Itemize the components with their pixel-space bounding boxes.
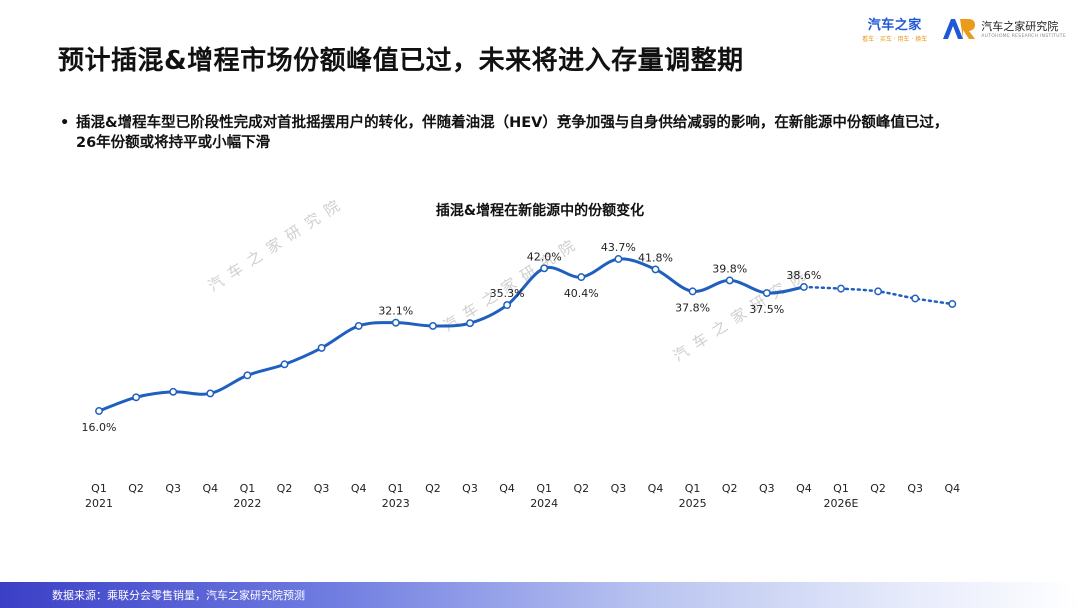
- data-point: [799, 283, 808, 291]
- page-title: 预计插混&增程市场份额峰值已过，未来将进入存量调整期: [58, 46, 744, 76]
- data-point: [762, 289, 771, 297]
- chart-title: 插混&增程在新能源中的份额变化: [435, 203, 645, 219]
- data-point: [169, 387, 178, 396]
- x-tick-label: Q3: [759, 482, 775, 495]
- x-tick-label: Q3: [462, 482, 478, 495]
- research-institute-english: AUTOHOME RESEARCH INSTITUTE: [981, 34, 1066, 39]
- x-tick-label: Q4: [351, 482, 367, 495]
- x-tick-label: Q4: [499, 482, 515, 495]
- research-institute-logo: 汽车之家研究院 AUTOHOME RESEARCH INSTITUTE: [941, 17, 1066, 41]
- data-point: [95, 407, 103, 415]
- x-year-label: 2021: [85, 497, 113, 510]
- data-point: [577, 273, 586, 282]
- header-logos: 汽车之家 看车 · 买车 · 用车 · 换车 汽车之家研究院 AUTOHOME …: [862, 14, 1066, 43]
- bullet-symbol: •: [60, 115, 70, 131]
- data-point: [688, 287, 697, 296]
- watermark-text: 汽车之家研究院: [205, 192, 350, 295]
- bullet-point: • 插混&增程车型已阶段性完成对首批摇摆用户的转化，伴随着油混（HEV）竞争加强…: [60, 113, 960, 153]
- x-tick-label: Q1: [240, 482, 256, 495]
- data-point: [540, 264, 549, 273]
- data-label: 37.5%: [749, 303, 784, 316]
- x-tick-label: Q1: [685, 482, 701, 495]
- x-tick-label: Q1: [388, 482, 404, 495]
- data-point: [354, 321, 363, 330]
- x-tick-label: Q1: [536, 482, 552, 495]
- x-tick-label: Q2: [277, 482, 293, 495]
- x-tick-label: Q3: [907, 482, 923, 495]
- x-year-label: 2024: [530, 497, 558, 510]
- data-label: 16.0%: [82, 421, 117, 434]
- data-label: 42.0%: [527, 250, 562, 263]
- x-tick-label: Q4: [796, 482, 812, 495]
- x-tick-label: Q3: [314, 482, 330, 495]
- data-point: [243, 371, 252, 380]
- autohome-logo-tags: 看车 · 买车 · 用车 · 换车: [862, 36, 928, 43]
- data-point: [725, 276, 734, 285]
- data-point: [466, 319, 474, 328]
- autohome-logo: 汽车之家 看车 · 买车 · 用车 · 换车: [862, 14, 927, 43]
- x-year-label: 2022: [233, 497, 261, 510]
- x-year-label: 2025: [679, 497, 707, 510]
- x-year-label: 2026E: [824, 497, 859, 510]
- forecast-data-point: [874, 287, 883, 296]
- data-label: 43.7%: [601, 241, 636, 254]
- research-institute-name: 汽车之家研究院: [981, 20, 1059, 33]
- x-tick-label: Q2: [722, 482, 738, 495]
- data-point: [206, 389, 215, 398]
- data-source: 数据来源：乘联分会零售销量，汽车之家研究院预测: [52, 589, 305, 602]
- x-tick-label: Q2: [425, 482, 441, 495]
- bullet-text: 插混&增程车型已阶段性完成对首批摇摆用户的转化，伴随着油混（HEV）竞争加强与自…: [76, 115, 949, 151]
- data-label: 41.8%: [638, 251, 673, 264]
- watermark-text: 汽车之家研究院: [440, 232, 585, 335]
- data-label: 39.8%: [712, 262, 747, 275]
- forecast-data-point: [911, 294, 920, 303]
- data-point: [132, 393, 141, 402]
- data-label: 35.3%: [490, 287, 525, 300]
- ar-mark-icon: [943, 18, 976, 39]
- forecast-data-point: [948, 300, 957, 308]
- autohome-logo-name: 汽车之家: [867, 18, 922, 33]
- data-label: 32.1%: [378, 305, 413, 318]
- x-tick-label: Q2: [128, 482, 144, 495]
- data-label: 37.8%: [675, 301, 710, 314]
- x-tick-label: Q2: [870, 482, 886, 495]
- data-label: 38.6%: [786, 269, 821, 282]
- forecast-data-point: [837, 284, 845, 293]
- data-point: [503, 301, 512, 310]
- footer-bar: 数据来源：乘联分会零售销量，汽车之家研究院预测: [0, 582, 1080, 608]
- data-point: [280, 360, 289, 369]
- x-tick-label: Q4: [944, 482, 960, 495]
- x-tick-label: Q3: [611, 482, 627, 495]
- x-year-label: 2023: [382, 497, 410, 510]
- x-tick-label: Q1: [91, 482, 107, 495]
- data-point: [428, 321, 437, 330]
- x-tick-label: Q4: [202, 482, 218, 495]
- data-point: [317, 343, 326, 352]
- data-label: 40.4%: [564, 287, 599, 300]
- share-line-chart: 汽车之家研究院 汽车之家研究院 汽车之家研究院16.0%32.1%35.3%42.0…: [82, 192, 961, 510]
- x-tick-label: Q3: [165, 482, 181, 495]
- x-tick-label: Q4: [648, 482, 664, 495]
- data-point: [391, 318, 400, 327]
- data-point: [651, 265, 660, 274]
- x-tick-label: Q2: [573, 482, 589, 495]
- data-point: [614, 255, 623, 263]
- x-tick-label: Q1: [833, 482, 849, 495]
